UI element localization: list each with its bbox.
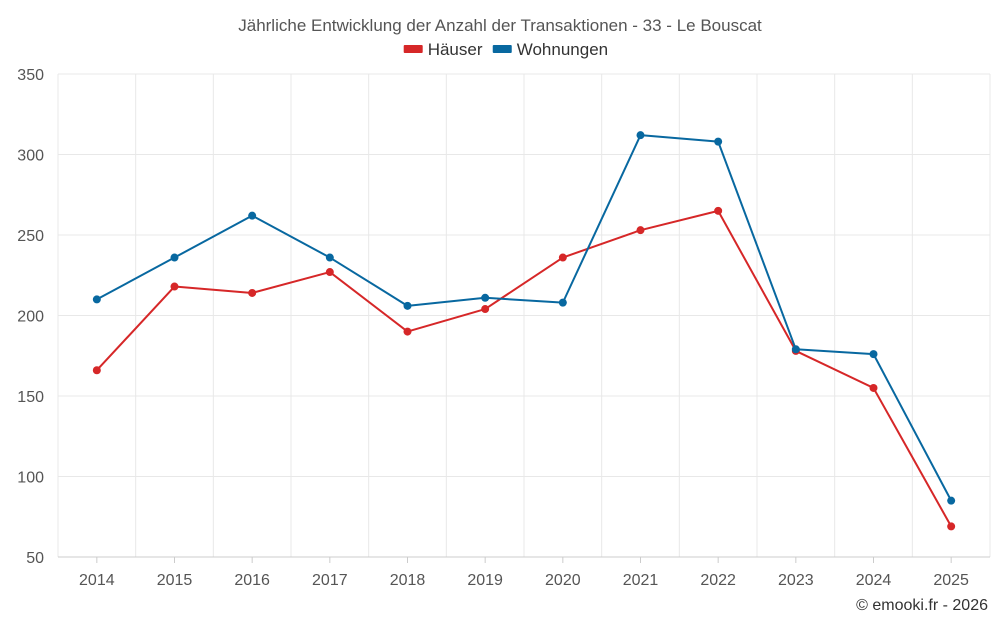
data-point-wohnungen[interactable] bbox=[170, 253, 179, 262]
data-point-h-user[interactable] bbox=[947, 522, 956, 531]
series-line-h-user bbox=[96, 209, 953, 527]
data-point-h-user[interactable] bbox=[170, 282, 179, 291]
y-tick-label: 350 bbox=[17, 67, 44, 84]
x-tick-label: 2022 bbox=[700, 572, 736, 589]
y-axis: 50 100 150 200 250 300 350 bbox=[17, 67, 44, 567]
data-point-wohnungen[interactable] bbox=[325, 253, 334, 262]
data-point-h-user[interactable] bbox=[325, 268, 334, 277]
data-point-wohnungen[interactable] bbox=[947, 496, 956, 505]
grid-lines bbox=[57, 73, 991, 558]
legend-swatch-h-user bbox=[403, 45, 423, 53]
x-tick-label: 2025 bbox=[933, 572, 969, 589]
x-tick-label: 2023 bbox=[778, 572, 814, 589]
x-tick-label: 2021 bbox=[623, 572, 659, 589]
x-tick-label: 2014 bbox=[79, 572, 115, 589]
data-point-h-user[interactable] bbox=[403, 327, 412, 336]
data-point-wohnungen[interactable] bbox=[714, 137, 723, 146]
data-point-h-user[interactable] bbox=[558, 253, 567, 262]
y-tick-label: 250 bbox=[17, 228, 44, 245]
data-point-wohnungen[interactable] bbox=[558, 298, 567, 307]
legend-item-wohnungen[interactable]: Wohnungen bbox=[517, 40, 608, 59]
x-tick-label: 2018 bbox=[390, 572, 426, 589]
chart-title: Jährliche Entwicklung der Anzahl der Tra… bbox=[238, 16, 762, 35]
data-point-h-user[interactable] bbox=[248, 288, 257, 297]
data-point-wohnungen[interactable] bbox=[791, 345, 800, 354]
x-axis: 2014 2015 2016 2017 2018 2019 2020 2021 2022 2023… bbox=[58, 556, 990, 589]
data-point-h-user[interactable] bbox=[92, 366, 101, 375]
y-tick-label: 150 bbox=[17, 389, 44, 406]
data-point-h-user[interactable] bbox=[636, 226, 645, 235]
copyright-footer: © emooki.fr - 2026 bbox=[856, 597, 988, 614]
data-point-h-user[interactable] bbox=[481, 305, 490, 314]
data-point-wohnungen[interactable] bbox=[869, 350, 878, 359]
data-point-wohnungen[interactable] bbox=[248, 211, 257, 220]
x-tick-label: 2024 bbox=[856, 572, 892, 589]
x-tick-label: 2015 bbox=[157, 572, 193, 589]
x-tick-label: 2016 bbox=[234, 572, 270, 589]
y-tick-label: 300 bbox=[17, 148, 44, 165]
x-tick-label: 2019 bbox=[467, 572, 503, 589]
legend-swatch-wohnungen bbox=[492, 45, 512, 53]
data-point-h-user[interactable] bbox=[869, 383, 878, 392]
data-point-h-user[interactable] bbox=[714, 206, 723, 215]
y-tick-label: 200 bbox=[17, 309, 44, 326]
data-point-wohnungen[interactable] bbox=[636, 131, 645, 140]
data-point-wohnungen[interactable] bbox=[92, 295, 101, 304]
y-tick-label: 50 bbox=[26, 550, 44, 567]
series-line-wohnungen bbox=[96, 134, 953, 502]
data-point-wohnungen[interactable] bbox=[403, 301, 412, 310]
legend: Häuser Wohnungen bbox=[403, 40, 608, 59]
data-point-wohnungen[interactable] bbox=[481, 293, 490, 302]
series-group bbox=[92, 131, 956, 531]
legend-item-h-user[interactable]: Häuser bbox=[428, 40, 483, 59]
y-tick-label: 100 bbox=[17, 470, 44, 487]
x-tick-label: 2020 bbox=[545, 572, 581, 589]
x-tick-label: 2017 bbox=[312, 572, 348, 589]
